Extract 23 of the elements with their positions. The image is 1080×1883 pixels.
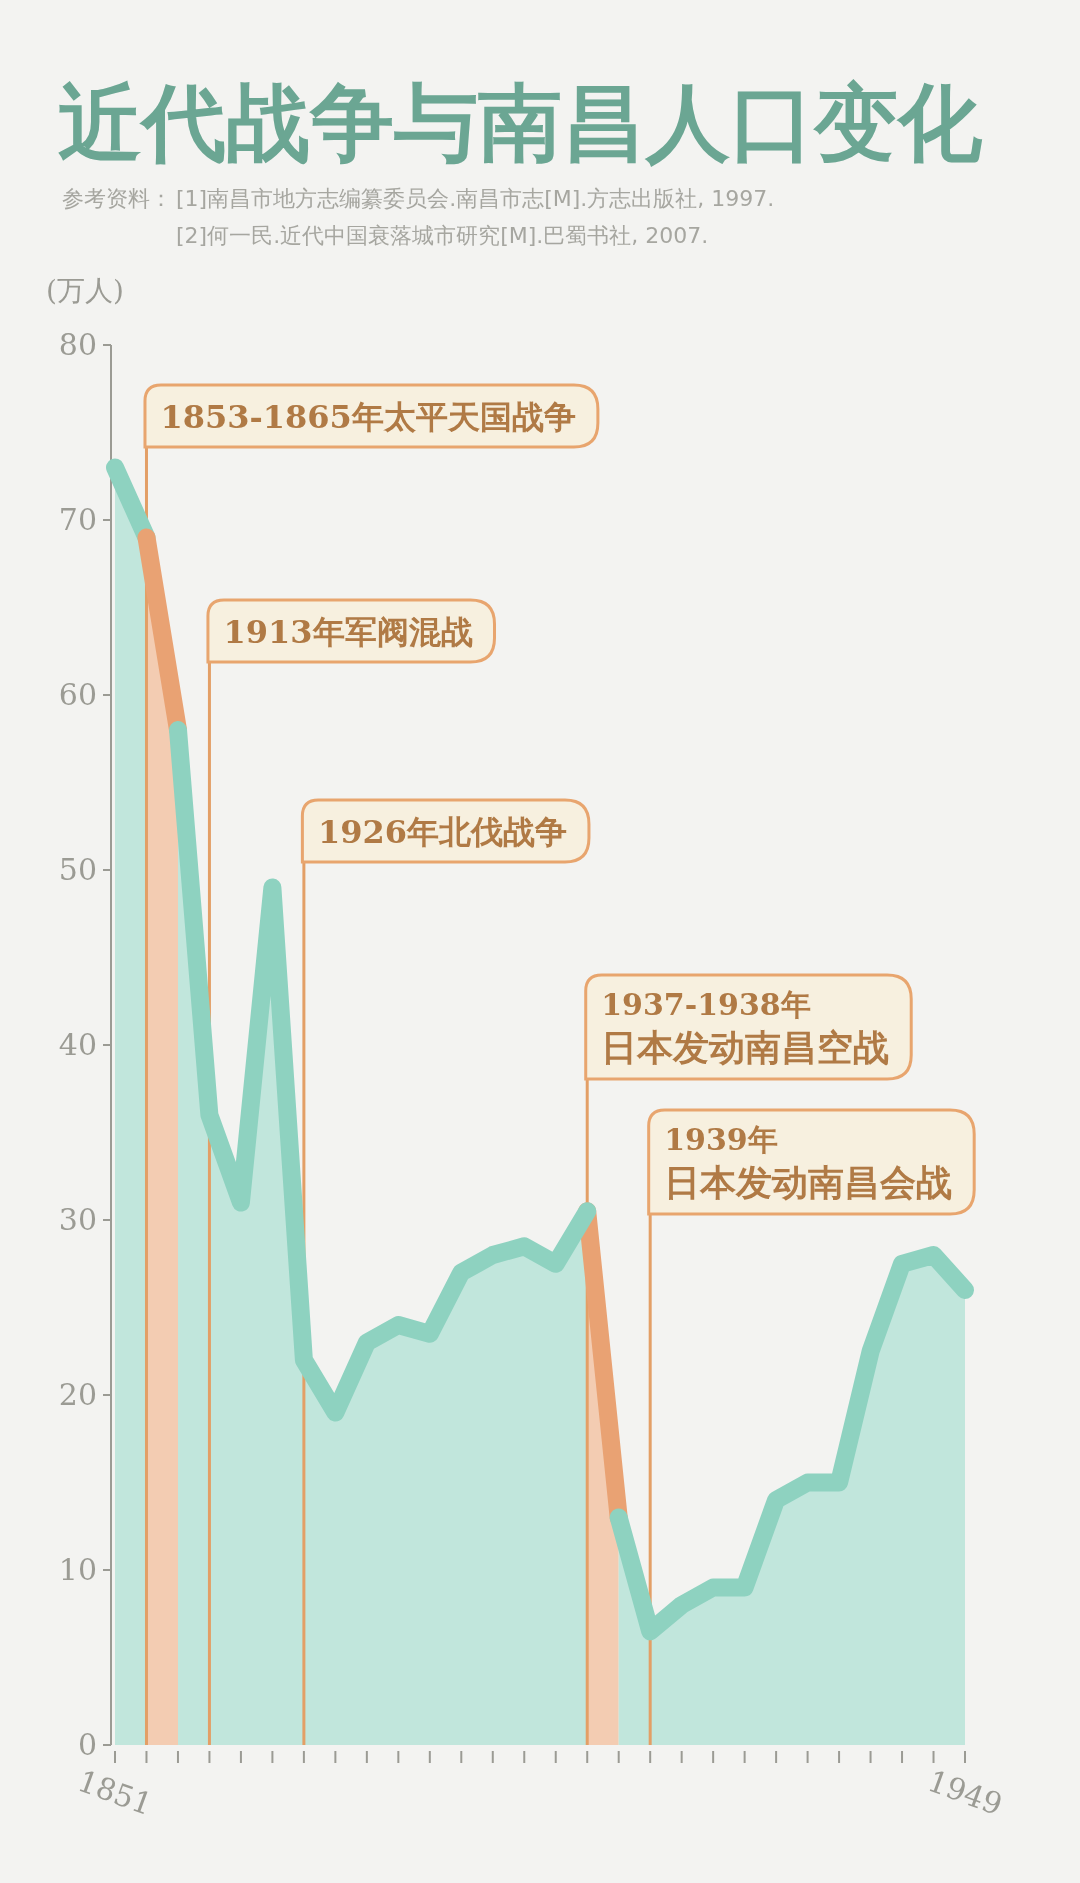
x-tick-label: 1949 xyxy=(923,1763,1008,1823)
text: [1]南昌市地方志编纂委员会.南昌市志[M].方志出版社, 1997. xyxy=(176,186,775,211)
annotation: 1939年 xyxy=(664,1122,778,1157)
annotation: 日本发动南昌会战 xyxy=(664,1161,953,1203)
text: [2]何一民.近代中国衰落城市研究[M].巴蜀书社, 2007. xyxy=(176,223,709,248)
y-tick-label: 0 xyxy=(77,1727,97,1762)
x-tick-label: 1851 xyxy=(73,1763,158,1823)
y-tick-label: 30 xyxy=(58,1202,97,1237)
y-tick-label: 50 xyxy=(58,852,97,887)
annotation: 日本发动南昌空战 xyxy=(601,1026,890,1068)
y-tick-label: 60 xyxy=(58,677,97,712)
y-axis-title: (万人) xyxy=(46,274,124,307)
y-tick-label: 20 xyxy=(58,1377,97,1412)
y-tick-label: 80 xyxy=(58,327,97,362)
y-tick-label: 40 xyxy=(58,1027,97,1062)
chart-title: 近代战争与南昌人口变化 xyxy=(58,73,983,172)
y-tick-label: 70 xyxy=(58,502,97,537)
annotation: 1913年军阀混战 xyxy=(223,613,473,651)
text: 参考资料： xyxy=(62,186,172,211)
annotation: 1853-1865年太平天国战争 xyxy=(160,398,576,436)
y-tick-label: 10 xyxy=(58,1552,97,1587)
annotation: 1937-1938年 xyxy=(601,987,811,1022)
annotation: 1926年北伐战争 xyxy=(317,813,567,851)
